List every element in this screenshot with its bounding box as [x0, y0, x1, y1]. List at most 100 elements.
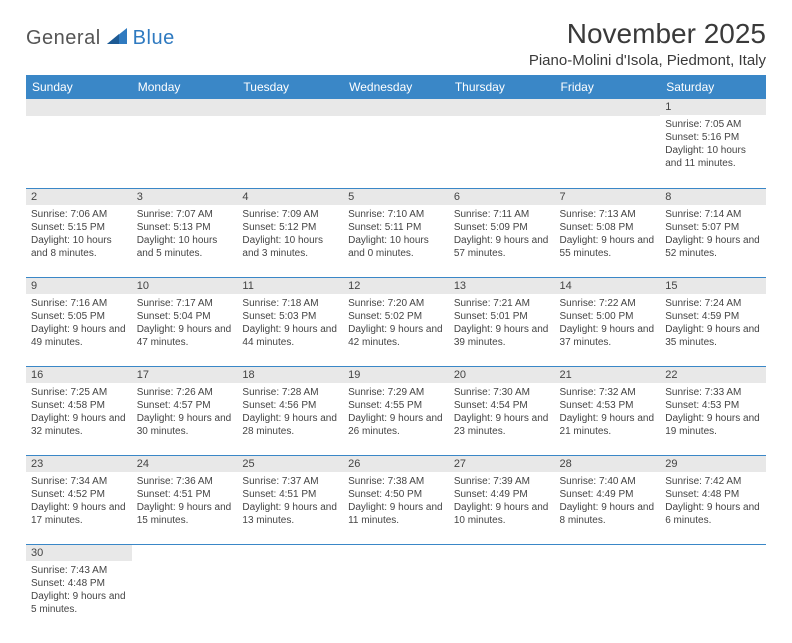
day-details: Sunrise: 7:26 AMSunset: 4:57 PMDaylight:… [132, 383, 238, 455]
day-number: 21 [555, 367, 661, 383]
day-details: Sunrise: 7:40 AMSunset: 4:49 PMDaylight:… [555, 472, 661, 544]
sunset-text: Sunset: 5:01 PM [454, 310, 550, 323]
day-details: Sunrise: 7:10 AMSunset: 5:11 PMDaylight:… [343, 205, 449, 277]
daylight-text: Daylight: 9 hours and 37 minutes. [560, 323, 656, 349]
day-number: 26 [343, 456, 449, 472]
calendar-cell: 13Sunrise: 7:21 AMSunset: 5:01 PMDayligh… [449, 278, 555, 367]
day-details: Sunrise: 7:30 AMSunset: 4:54 PMDaylight:… [449, 383, 555, 455]
empty-daynum [26, 99, 132, 116]
calendar-cell: 1Sunrise: 7:05 AMSunset: 5:16 PMDaylight… [660, 99, 766, 189]
daylight-text: Daylight: 9 hours and 15 minutes. [137, 501, 233, 527]
day-details: Sunrise: 7:34 AMSunset: 4:52 PMDaylight:… [26, 472, 132, 544]
calendar-cell: 5Sunrise: 7:10 AMSunset: 5:11 PMDaylight… [343, 189, 449, 278]
sunrise-text: Sunrise: 7:29 AM [348, 386, 444, 399]
calendar-cell [449, 99, 555, 189]
calendar-cell: 8Sunrise: 7:14 AMSunset: 5:07 PMDaylight… [660, 189, 766, 278]
calendar-cell: 9Sunrise: 7:16 AMSunset: 5:05 PMDaylight… [26, 278, 132, 367]
day-details: Sunrise: 7:07 AMSunset: 5:13 PMDaylight:… [132, 205, 238, 277]
daylight-text: Daylight: 9 hours and 44 minutes. [242, 323, 338, 349]
daylight-text: Daylight: 9 hours and 5 minutes. [31, 590, 127, 616]
empty-daynum [237, 99, 343, 116]
day-details: Sunrise: 7:13 AMSunset: 5:08 PMDaylight:… [555, 205, 661, 277]
calendar-cell [26, 99, 132, 189]
daylight-text: Daylight: 9 hours and 52 minutes. [665, 234, 761, 260]
day-details: Sunrise: 7:33 AMSunset: 4:53 PMDaylight:… [660, 383, 766, 455]
calendar-cell [343, 99, 449, 189]
calendar-cell [660, 545, 766, 634]
calendar-cell: 29Sunrise: 7:42 AMSunset: 4:48 PMDayligh… [660, 456, 766, 545]
calendar-cell: 10Sunrise: 7:17 AMSunset: 5:04 PMDayligh… [132, 278, 238, 367]
daylight-text: Daylight: 9 hours and 10 minutes. [454, 501, 550, 527]
daylight-text: Daylight: 9 hours and 57 minutes. [454, 234, 550, 260]
calendar-cell [237, 545, 343, 634]
day-details: Sunrise: 7:39 AMSunset: 4:49 PMDaylight:… [449, 472, 555, 544]
sunset-text: Sunset: 4:58 PM [31, 399, 127, 412]
day-details: Sunrise: 7:05 AMSunset: 5:16 PMDaylight:… [660, 115, 766, 187]
sunrise-text: Sunrise: 7:37 AM [242, 475, 338, 488]
daylight-text: Daylight: 9 hours and 19 minutes. [665, 412, 761, 438]
calendar-cell [449, 545, 555, 634]
sunset-text: Sunset: 5:15 PM [31, 221, 127, 234]
sunrise-text: Sunrise: 7:21 AM [454, 297, 550, 310]
day-number: 27 [449, 456, 555, 472]
page: General Blue November 2025 Piano-Molini … [0, 0, 792, 643]
calendar-table: SundayMondayTuesdayWednesdayThursdayFrid… [26, 75, 766, 633]
calendar-cell: 16Sunrise: 7:25 AMSunset: 4:58 PMDayligh… [26, 367, 132, 456]
sunrise-text: Sunrise: 7:28 AM [242, 386, 338, 399]
day-number: 2 [26, 189, 132, 205]
sunrise-text: Sunrise: 7:14 AM [665, 208, 761, 221]
day-number: 11 [237, 278, 343, 294]
day-number: 13 [449, 278, 555, 294]
day-number: 9 [26, 278, 132, 294]
calendar-cell: 6Sunrise: 7:11 AMSunset: 5:09 PMDaylight… [449, 189, 555, 278]
sunrise-text: Sunrise: 7:07 AM [137, 208, 233, 221]
sunset-text: Sunset: 4:49 PM [454, 488, 550, 501]
sunset-text: Sunset: 5:16 PM [665, 131, 761, 144]
sunset-text: Sunset: 4:48 PM [31, 577, 127, 590]
weekday-header: Tuesday [237, 75, 343, 99]
logo-sail-icon [105, 26, 131, 53]
daylight-text: Daylight: 10 hours and 3 minutes. [242, 234, 338, 260]
day-details: Sunrise: 7:25 AMSunset: 4:58 PMDaylight:… [26, 383, 132, 455]
empty-daynum [132, 99, 238, 116]
sunrise-text: Sunrise: 7:22 AM [560, 297, 656, 310]
sunrise-text: Sunrise: 7:25 AM [31, 386, 127, 399]
calendar-cell: 14Sunrise: 7:22 AMSunset: 5:00 PMDayligh… [555, 278, 661, 367]
sunrise-text: Sunrise: 7:43 AM [31, 564, 127, 577]
daylight-text: Daylight: 9 hours and 23 minutes. [454, 412, 550, 438]
sunrise-text: Sunrise: 7:34 AM [31, 475, 127, 488]
daylight-text: Daylight: 9 hours and 13 minutes. [242, 501, 338, 527]
weekday-header: Thursday [449, 75, 555, 99]
day-details: Sunrise: 7:36 AMSunset: 4:51 PMDaylight:… [132, 472, 238, 544]
sunrise-text: Sunrise: 7:18 AM [242, 297, 338, 310]
sunset-text: Sunset: 5:11 PM [348, 221, 444, 234]
sunrise-text: Sunrise: 7:10 AM [348, 208, 444, 221]
sunrise-text: Sunrise: 7:06 AM [31, 208, 127, 221]
day-number: 30 [26, 545, 132, 561]
sunrise-text: Sunrise: 7:36 AM [137, 475, 233, 488]
sunset-text: Sunset: 4:51 PM [137, 488, 233, 501]
empty-daynum [343, 99, 449, 116]
calendar-cell: 30Sunrise: 7:43 AMSunset: 4:48 PMDayligh… [26, 545, 132, 634]
sunrise-text: Sunrise: 7:38 AM [348, 475, 444, 488]
sunrise-text: Sunrise: 7:30 AM [454, 386, 550, 399]
sunset-text: Sunset: 5:02 PM [348, 310, 444, 323]
calendar-cell: 17Sunrise: 7:26 AMSunset: 4:57 PMDayligh… [132, 367, 238, 456]
daylight-text: Daylight: 9 hours and 55 minutes. [560, 234, 656, 260]
sunrise-text: Sunrise: 7:24 AM [665, 297, 761, 310]
calendar-cell: 27Sunrise: 7:39 AMSunset: 4:49 PMDayligh… [449, 456, 555, 545]
calendar-cell: 26Sunrise: 7:38 AMSunset: 4:50 PMDayligh… [343, 456, 449, 545]
logo-text-general: General [26, 27, 101, 50]
calendar-cell: 28Sunrise: 7:40 AMSunset: 4:49 PMDayligh… [555, 456, 661, 545]
calendar-week-row: 9Sunrise: 7:16 AMSunset: 5:05 PMDaylight… [26, 278, 766, 367]
day-details: Sunrise: 7:37 AMSunset: 4:51 PMDaylight:… [237, 472, 343, 544]
day-details: Sunrise: 7:42 AMSunset: 4:48 PMDaylight:… [660, 472, 766, 544]
day-details: Sunrise: 7:43 AMSunset: 4:48 PMDaylight:… [26, 561, 132, 633]
day-details: Sunrise: 7:17 AMSunset: 5:04 PMDaylight:… [132, 294, 238, 366]
day-number: 23 [26, 456, 132, 472]
sunset-text: Sunset: 5:04 PM [137, 310, 233, 323]
sunrise-text: Sunrise: 7:42 AM [665, 475, 761, 488]
day-number: 28 [555, 456, 661, 472]
header: General Blue November 2025 Piano-Molini … [26, 18, 766, 69]
calendar-cell [555, 99, 661, 189]
